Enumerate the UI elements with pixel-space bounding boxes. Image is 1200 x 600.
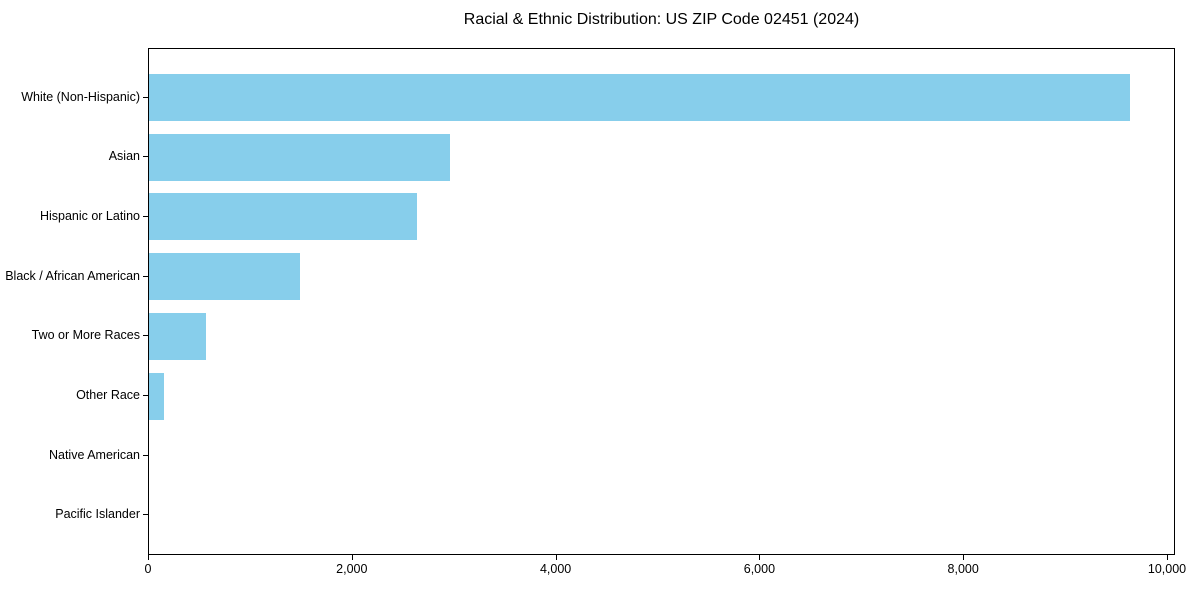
bar-white-non-hispanic: [149, 74, 1130, 121]
y-tick: [143, 514, 148, 516]
x-tick: [351, 555, 353, 560]
x-tick-label: 6,000: [743, 562, 776, 576]
x-tick: [963, 555, 965, 560]
x-tick: [555, 555, 557, 560]
bar-other-race: [149, 372, 164, 420]
y-tick: [143, 215, 148, 217]
y-tick: [143, 395, 148, 396]
y-tick: [143, 335, 148, 337]
bar-hispanic-or-latino: [149, 193, 417, 241]
x-tick-label: 8,000: [947, 562, 979, 576]
chart-title: Racial & Ethnic Distribution: US ZIP Cod…: [463, 11, 860, 28]
x-tick-label: 10,000: [1147, 562, 1187, 576]
y-axis-ticks: [143, 48, 148, 555]
y-tick: [143, 454, 148, 456]
y-label-pacific-islander: Pacific Islander: [55, 507, 140, 522]
x-axis-ticks: [148, 555, 1175, 560]
y-tick: [143, 156, 148, 158]
bar-black-african-american: [149, 253, 300, 301]
y-label-asian: Asian: [108, 149, 140, 164]
bar-asian: [149, 133, 450, 181]
x-tick: [1167, 555, 1168, 560]
y-tick: [143, 275, 148, 277]
y-tick: [143, 96, 148, 98]
y-label-native-american: Native American: [48, 447, 140, 462]
y-axis-labels: White (Non-Hispanic) Asian Hispanic or Lat…: [0, 48, 140, 555]
x-tick-label: 0: [144, 562, 152, 576]
y-label-two-or-more-races: Two or More Races: [31, 328, 140, 343]
y-label-white-non-hispanic: White (Non-Hispanic): [21, 89, 140, 104]
x-tick-label: 4,000: [539, 562, 572, 576]
y-label-other-race: Other Race: [76, 388, 140, 402]
x-tick: [148, 555, 149, 560]
plot-area: [148, 48, 1175, 555]
y-label-black-african-american: Black / African American: [5, 268, 140, 283]
x-axis-labels: 0 2,000 4,000 6,000 8,000 10,000: [145, 562, 1187, 582]
y-label-hispanic-or-latino: Hispanic or Latino: [39, 208, 140, 223]
x-tick-label: 2,000: [336, 562, 368, 576]
x-tick: [759, 555, 761, 560]
bar-two-or-more-races: [149, 312, 207, 360]
